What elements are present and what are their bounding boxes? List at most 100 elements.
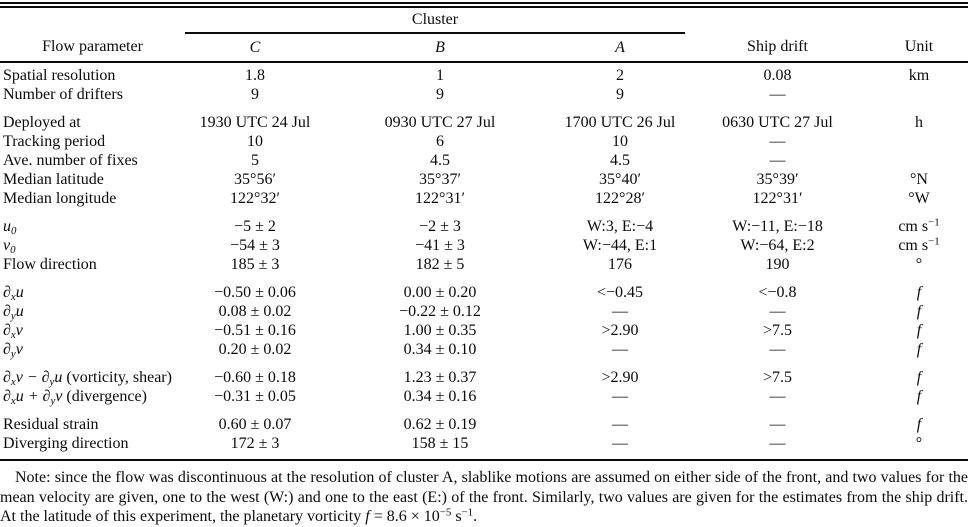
- cell-ship: —: [769, 303, 786, 320]
- cell-a: —: [555, 434, 685, 461]
- cell-unit: [870, 132, 968, 151]
- cell-unit: °N: [910, 171, 928, 188]
- row-label: Flow direction: [3, 256, 97, 273]
- col-header-ship-drift: Ship drift: [685, 33, 870, 63]
- row-label: ∂xv: [3, 322, 23, 342]
- cell-b: −0.22 ± 0.12: [399, 303, 481, 320]
- cell-b: 122°31′: [415, 190, 465, 207]
- row-label: Median longitude: [3, 190, 117, 207]
- column-header-row: Flow parameter C B A Ship drift Unit: [0, 33, 968, 63]
- cluster-spanner-label: Cluster: [185, 8, 685, 34]
- cell-c: 122°32′: [230, 190, 280, 207]
- cell-unit: [870, 151, 968, 170]
- row-label: Diverging direction: [0, 434, 185, 461]
- cell-unit: f: [916, 303, 922, 320]
- cell-c: 35°56′: [234, 171, 276, 188]
- row-label: Number of drifters: [3, 86, 123, 103]
- cell-unit: f: [916, 284, 922, 301]
- cell-b: 9: [436, 86, 444, 103]
- cell-b: 0.34 ± 0.16: [403, 388, 477, 405]
- cell-c: −54 ± 3: [230, 237, 280, 254]
- row-label: ∂yu: [3, 303, 24, 323]
- cell-unit: f: [916, 416, 922, 433]
- cell-a: 10: [612, 133, 628, 150]
- col-header-flow-parameter: Flow parameter: [0, 33, 185, 63]
- table-row: v0 −54 ± 3 −41 ± 3 W:−44, E:1 W:−64, E:2 cm s…: [0, 236, 968, 255]
- table-row: Number of drifters 9 9 9 —: [0, 85, 968, 104]
- cell-unit: h: [915, 114, 923, 131]
- cell-c: −0.31 ± 0.05: [214, 388, 296, 405]
- cell-c: 10: [247, 133, 263, 150]
- cell-b: −2 ± 3: [419, 218, 461, 235]
- cell-b: 0.34 ± 0.10: [403, 341, 477, 358]
- cell-c: 9: [251, 86, 259, 103]
- cell-a: <−0.45: [596, 284, 644, 301]
- table-row: ∂xv − ∂yu (vorticity, shear) −0.60 ± 0.18…: [0, 359, 968, 387]
- table-row: Spatial resolution 1.8 1 2 0.08 km: [0, 62, 968, 85]
- cell-ship: 35°39′: [756, 171, 799, 188]
- cell-c: −5 ± 2: [234, 218, 276, 235]
- cell-ship: 190: [765, 256, 790, 273]
- cell-unit: f: [916, 369, 922, 386]
- cell-unit: °: [915, 256, 923, 273]
- top-double-rule: [0, 2, 968, 8]
- cell-ship: —: [769, 341, 786, 358]
- table-row: Median longitude 122°32′ 122°31′ 122°28′ 122…: [0, 189, 968, 208]
- cell-c: 5: [251, 152, 259, 169]
- cell-ship: W:−11, E:−18: [732, 218, 823, 235]
- cell-b: 1.00 ± 0.35: [403, 322, 477, 339]
- row-label: Spatial resolution: [3, 67, 116, 84]
- cell-a: —: [612, 388, 628, 405]
- cell-c: 1930 UTC 24 Jul: [199, 114, 311, 131]
- cell-a: 122°28′: [595, 190, 645, 207]
- cell-a: >2.90: [601, 322, 639, 339]
- table-row: Tracking period 10 6 10 —: [0, 132, 968, 151]
- cell-a: >2.90: [601, 369, 639, 386]
- table-row: ∂yv 0.20 ± 0.02 0.34 ± 0.10 — — f: [0, 340, 968, 359]
- cell-c: 1.8: [245, 67, 265, 84]
- cell-a: —: [612, 341, 628, 358]
- table-note: Note: since the flow was discontinuous a…: [0, 469, 968, 525]
- spanner-spacer-left: [0, 8, 185, 33]
- cell-b: 158 ± 15: [325, 434, 555, 461]
- row-label: v0: [3, 237, 16, 257]
- table-row: ∂xu −0.50 ± 0.06 0.00 ± 0.20 <−0.45 <−0.8 f: [0, 274, 968, 302]
- cell-b: 0.62 ± 0.19: [403, 416, 477, 433]
- row-label: ∂xu + ∂yv (divergence): [3, 388, 147, 408]
- cell-ship: —: [769, 388, 786, 405]
- table-row: Deployed at 1930 UTC 24 Jul 0930 UTC 27 Ju…: [0, 104, 968, 132]
- cell-ship: —: [685, 434, 870, 461]
- cell-a: W:3, E:−4: [586, 218, 654, 235]
- cell-unit: km: [908, 67, 930, 84]
- row-label: Tracking period: [3, 133, 106, 150]
- row-label: u0: [3, 218, 17, 238]
- spanner-spacer-right: [685, 8, 968, 33]
- cell-unit: °: [870, 434, 968, 461]
- cell-a: 2: [616, 67, 624, 84]
- cell-c: −0.50 ± 0.06: [214, 284, 296, 301]
- cell-b: 1.23 ± 0.37: [403, 369, 477, 386]
- table-row: ∂xv −0.51 ± 0.16 1.00 ± 0.35 >2.90 >7.5 f: [0, 321, 968, 340]
- table-row: ∂xu + ∂yv (divergence) −0.31 ± 0.05 0.34 ±…: [0, 387, 968, 406]
- col-header-unit: Unit: [870, 33, 968, 63]
- cell-c: 0.60 ± 0.07: [218, 416, 292, 433]
- row-label: Deployed at: [3, 114, 81, 131]
- cell-b: 6: [436, 133, 444, 150]
- cell-a: 35°40′: [599, 171, 641, 188]
- cell-b: 4.5: [430, 152, 450, 169]
- cell-unit: f: [916, 322, 922, 339]
- table-row: ∂yu 0.08 ± 0.02 −0.22 ± 0.12 — — f: [0, 302, 968, 321]
- cell-ship: —: [769, 416, 786, 433]
- row-label: ∂xu: [3, 284, 24, 304]
- row-label: ∂xv − ∂yu (vorticity, shear): [3, 369, 172, 389]
- cell-a: 176: [608, 256, 632, 273]
- table-row: u0 −5 ± 2 −2 ± 3 W:3, E:−4 W:−11, E:−18 cm s−…: [0, 208, 968, 236]
- cell-b: 35°37′: [419, 171, 461, 188]
- cell-a: 4.5: [610, 152, 630, 169]
- cell-c: −0.51 ± 0.16: [214, 322, 296, 339]
- row-label: Median latitude: [3, 171, 104, 188]
- cell-unit: °W: [908, 190, 930, 207]
- cell-ship: >7.5: [762, 369, 793, 386]
- table-row: Ave. number of fixes 5 4.5 4.5 —: [0, 151, 968, 170]
